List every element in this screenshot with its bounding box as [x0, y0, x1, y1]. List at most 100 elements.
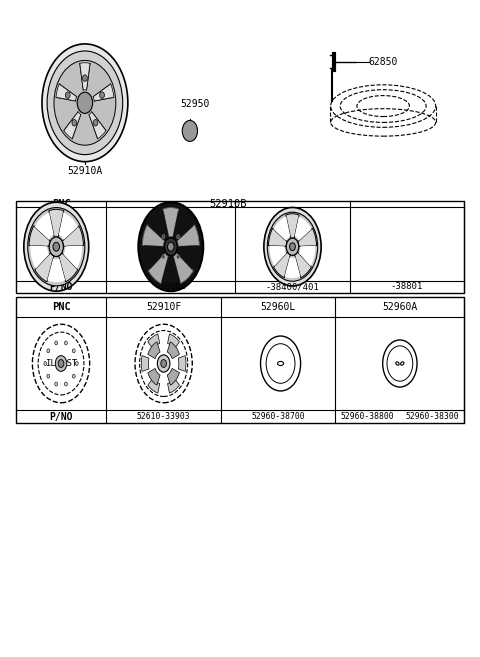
- Circle shape: [44, 361, 47, 365]
- Wedge shape: [270, 246, 286, 266]
- Wedge shape: [148, 378, 160, 393]
- Circle shape: [161, 359, 167, 367]
- Wedge shape: [173, 212, 193, 240]
- Circle shape: [47, 374, 50, 378]
- Circle shape: [75, 361, 78, 365]
- Circle shape: [64, 341, 67, 345]
- Wedge shape: [167, 369, 180, 385]
- Text: P/NO: P/NO: [49, 412, 73, 422]
- Wedge shape: [59, 253, 78, 282]
- Circle shape: [182, 120, 198, 141]
- Wedge shape: [148, 342, 160, 359]
- Wedge shape: [49, 210, 64, 237]
- Wedge shape: [62, 226, 84, 246]
- Wedge shape: [80, 63, 90, 90]
- Circle shape: [55, 341, 58, 345]
- Wedge shape: [63, 246, 82, 269]
- Circle shape: [177, 235, 180, 238]
- Circle shape: [58, 359, 64, 367]
- Wedge shape: [141, 355, 149, 371]
- Text: ILLUST: ILLUST: [45, 359, 77, 368]
- Circle shape: [177, 255, 180, 259]
- Wedge shape: [163, 208, 179, 237]
- Wedge shape: [149, 212, 168, 240]
- Text: 52960L: 52960L: [261, 302, 296, 312]
- Circle shape: [267, 212, 318, 281]
- Wedge shape: [35, 212, 54, 240]
- Circle shape: [54, 60, 116, 145]
- Wedge shape: [29, 226, 50, 246]
- Wedge shape: [142, 225, 165, 246]
- Wedge shape: [148, 334, 160, 349]
- Circle shape: [93, 120, 98, 126]
- Wedge shape: [93, 84, 114, 101]
- Wedge shape: [30, 246, 49, 269]
- Wedge shape: [178, 355, 186, 371]
- Circle shape: [168, 242, 174, 251]
- Wedge shape: [295, 252, 312, 278]
- Wedge shape: [286, 214, 299, 238]
- Circle shape: [42, 44, 128, 162]
- Circle shape: [77, 92, 93, 114]
- Circle shape: [53, 242, 60, 251]
- Text: 62850: 62850: [369, 57, 398, 66]
- Text: P/NO: P/NO: [49, 282, 73, 292]
- Text: 52960-38300: 52960-38300: [405, 413, 459, 421]
- Circle shape: [162, 255, 165, 259]
- Circle shape: [47, 349, 50, 353]
- Wedge shape: [295, 217, 312, 240]
- Wedge shape: [56, 84, 76, 101]
- Wedge shape: [64, 112, 81, 139]
- Wedge shape: [274, 217, 290, 240]
- Text: 52960-38700: 52960-38700: [252, 413, 305, 421]
- Text: -38800: -38800: [155, 282, 187, 291]
- Text: 52960A: 52960A: [382, 302, 418, 312]
- Text: 52910F: 52910F: [146, 302, 181, 312]
- Wedge shape: [168, 378, 180, 393]
- Circle shape: [289, 243, 295, 251]
- Wedge shape: [274, 252, 290, 278]
- Text: -38801: -38801: [391, 282, 423, 291]
- Text: 52910A: 52910A: [67, 166, 103, 176]
- Wedge shape: [89, 112, 106, 139]
- Wedge shape: [35, 253, 54, 282]
- Text: 52910B: 52910B: [209, 199, 247, 209]
- Circle shape: [138, 202, 203, 291]
- Text: 52960-38800: 52960-38800: [341, 413, 395, 421]
- Circle shape: [100, 92, 105, 99]
- Circle shape: [55, 355, 67, 371]
- Wedge shape: [148, 369, 160, 385]
- Circle shape: [72, 374, 75, 378]
- Text: 52610-33903: 52610-33903: [137, 413, 191, 421]
- Circle shape: [55, 382, 58, 386]
- Wedge shape: [144, 246, 165, 269]
- Wedge shape: [168, 334, 180, 349]
- Bar: [16, 297, 464, 423]
- Wedge shape: [167, 342, 180, 359]
- Circle shape: [157, 355, 170, 372]
- Text: -38400/401: -38400/401: [265, 282, 319, 291]
- Text: ILLUST: ILLUST: [45, 240, 77, 248]
- Wedge shape: [148, 253, 168, 284]
- Bar: [16, 201, 464, 292]
- Wedge shape: [299, 246, 315, 266]
- Wedge shape: [268, 228, 287, 246]
- Wedge shape: [173, 253, 193, 284]
- Circle shape: [264, 208, 321, 286]
- Circle shape: [286, 238, 299, 256]
- Circle shape: [47, 51, 123, 154]
- Wedge shape: [285, 257, 300, 278]
- Wedge shape: [177, 246, 197, 269]
- Circle shape: [65, 92, 70, 99]
- Text: PNC: PNC: [52, 302, 71, 312]
- Circle shape: [24, 202, 89, 291]
- Circle shape: [28, 208, 85, 286]
- Wedge shape: [48, 258, 65, 283]
- Circle shape: [49, 237, 63, 256]
- Wedge shape: [59, 212, 78, 240]
- Wedge shape: [298, 228, 316, 246]
- Text: 52950: 52950: [180, 99, 209, 108]
- Circle shape: [164, 238, 177, 256]
- Wedge shape: [162, 257, 180, 283]
- Circle shape: [72, 349, 75, 353]
